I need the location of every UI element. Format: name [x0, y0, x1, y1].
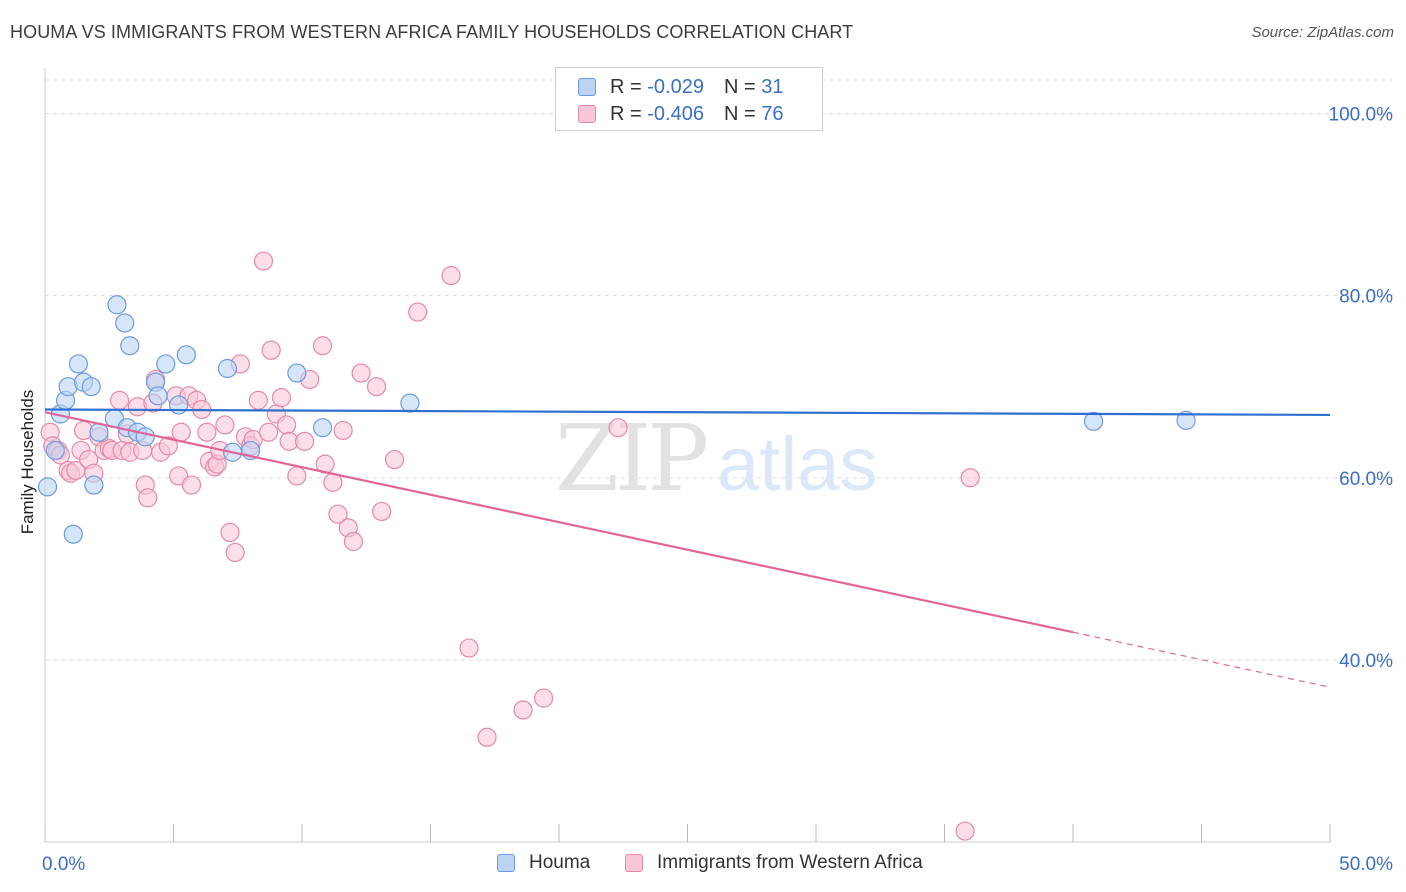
houma-trend-line [44, 408, 1331, 417]
immigrants-point [328, 504, 348, 524]
immigrants-point [276, 415, 297, 435]
n-label: N = [723, 75, 756, 98]
svg-text:atlas: atlas [717, 422, 878, 507]
r-value: -0.406 [647, 102, 704, 125]
y-tick-label: 100.0% [1329, 105, 1394, 126]
houma-swatch [578, 78, 596, 96]
y-tick-label: 40.0% [1339, 651, 1393, 672]
legend: Houma Immigrants from Western Africa [0, 852, 1406, 878]
legend-immigrants-label: Immigrants from Western Africa [657, 852, 923, 873]
series-immigrants-points [40, 251, 980, 841]
immigrants-point [294, 431, 315, 451]
immigrants-point [366, 377, 387, 397]
legend-houma-label: Houma [529, 852, 591, 873]
immigrants-point [513, 700, 533, 720]
n-value: 76 [761, 102, 784, 125]
houma-point [148, 386, 168, 406]
legend-item-immigrants[interactable]: Immigrants from Western Africa [625, 852, 923, 874]
stats-box: R = -0.029 N = 31 R = -0.406 N = 76 [555, 67, 823, 131]
axes [44, 68, 1331, 843]
x-tick-label: 0.0% [42, 854, 85, 875]
immigrants-point [215, 415, 235, 435]
immigrants-point [384, 449, 405, 470]
immigrants-point [271, 388, 292, 408]
houma-point [120, 336, 140, 356]
immigrants-point [220, 522, 240, 543]
immigrants-point [343, 531, 363, 552]
immigrants-point [171, 422, 191, 442]
immigrants-point [408, 302, 428, 322]
immigrants-point [109, 390, 130, 410]
r-value: -0.029 [647, 75, 704, 98]
immigrants-point [261, 340, 281, 360]
immigrants-point [960, 468, 980, 488]
x-tick-label: 50.0% [1339, 854, 1393, 875]
immigrants-point [351, 363, 371, 383]
houma-point [84, 475, 104, 495]
immigrants-swatch [578, 105, 596, 123]
houma-point [1176, 410, 1196, 430]
legend-immigrants-swatch [625, 854, 643, 872]
chart-title: HOUMA VS IMMIGRANTS FROM WESTERN AFRICA … [10, 22, 854, 42]
houma-point [63, 524, 83, 544]
houma-point [169, 395, 189, 415]
y-tick-labels: 40.0% 60.0% 80.0% 100.0% [1329, 105, 1394, 672]
houma-point [400, 393, 420, 413]
immigrants-point [253, 251, 274, 271]
houma-point [135, 427, 155, 447]
immigrants-point [312, 336, 333, 356]
houma-point [115, 313, 135, 333]
watermark: ZIP atlas [555, 405, 878, 512]
immigrants-point [441, 266, 461, 286]
stats-row-houma: R = -0.029 N = 31 [578, 74, 783, 100]
immigrants-point [477, 727, 497, 747]
houma-point [176, 345, 196, 365]
houma-point [81, 377, 101, 397]
svg-text:ZIP: ZIP [555, 405, 706, 512]
chart-source: Source: ZipAtlas.com [1251, 24, 1394, 41]
houma-point [37, 477, 58, 497]
legend-item-houma[interactable]: Houma [497, 852, 590, 874]
y-tick-label: 60.0% [1339, 469, 1393, 490]
immigrants-point [181, 475, 202, 495]
immigrants-point [248, 390, 268, 410]
immigrants-point [258, 422, 279, 442]
immigrants-point [158, 436, 178, 456]
houma-point [156, 354, 176, 374]
immigrants-point [533, 688, 554, 708]
stats-row-immigrants: R = -0.406 N = 76 [578, 101, 783, 127]
immigrants-point [608, 418, 628, 438]
houma-point [1083, 411, 1104, 431]
legend-houma-swatch [497, 854, 515, 872]
houma-point [217, 358, 238, 379]
houma-point [107, 295, 127, 315]
immigrants-point [459, 638, 479, 658]
immigrants-point [333, 420, 353, 441]
n-value: 31 [761, 75, 784, 98]
immigrants-point [287, 466, 307, 486]
y-tick-label: 80.0% [1339, 287, 1393, 308]
immigrants-point [197, 422, 217, 442]
n-label: N = [723, 102, 756, 125]
immigrants-trend-line [44, 411, 1074, 634]
immigrants-point [955, 821, 975, 841]
trend-lines [44, 408, 1331, 688]
r-label: R = [610, 102, 642, 125]
immigrants-point [372, 501, 392, 522]
houma-point [45, 440, 65, 461]
immigrants-point [225, 542, 245, 563]
houma-point [68, 354, 89, 374]
houma-point [287, 363, 307, 383]
immigrants-point [138, 488, 158, 508]
houma-point [312, 418, 333, 438]
r-label: R = [610, 75, 642, 98]
x-tick-labels: 0.0% 50.0% [42, 854, 1393, 875]
